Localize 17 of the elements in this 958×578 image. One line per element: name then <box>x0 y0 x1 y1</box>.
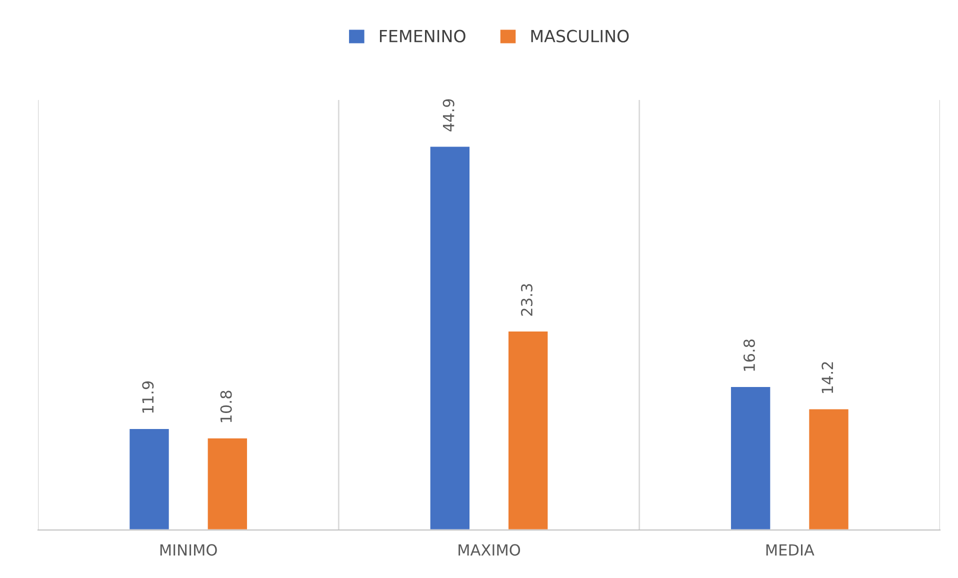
bar <box>206 436 248 530</box>
x-tick-label: MEDIA <box>766 544 814 556</box>
data-label: 14.2 <box>822 362 833 394</box>
bar <box>128 428 170 530</box>
data-label: 44.9 <box>442 99 454 132</box>
legend-label: MASCULINO <box>531 30 629 42</box>
data-label: 23.3 <box>520 284 533 316</box>
bar <box>428 145 471 530</box>
data-label: 11.9 <box>142 381 154 413</box>
bar <box>507 330 550 530</box>
x-tick-label: MINIMO <box>160 544 217 556</box>
data-label: 10.8 <box>220 390 232 422</box>
data-label: 16.8 <box>743 339 756 371</box>
bar <box>808 408 850 530</box>
x-tick-label: MAXIMO <box>458 544 520 556</box>
legend-label: FEMENINO <box>380 30 466 42</box>
bar <box>730 386 772 530</box>
